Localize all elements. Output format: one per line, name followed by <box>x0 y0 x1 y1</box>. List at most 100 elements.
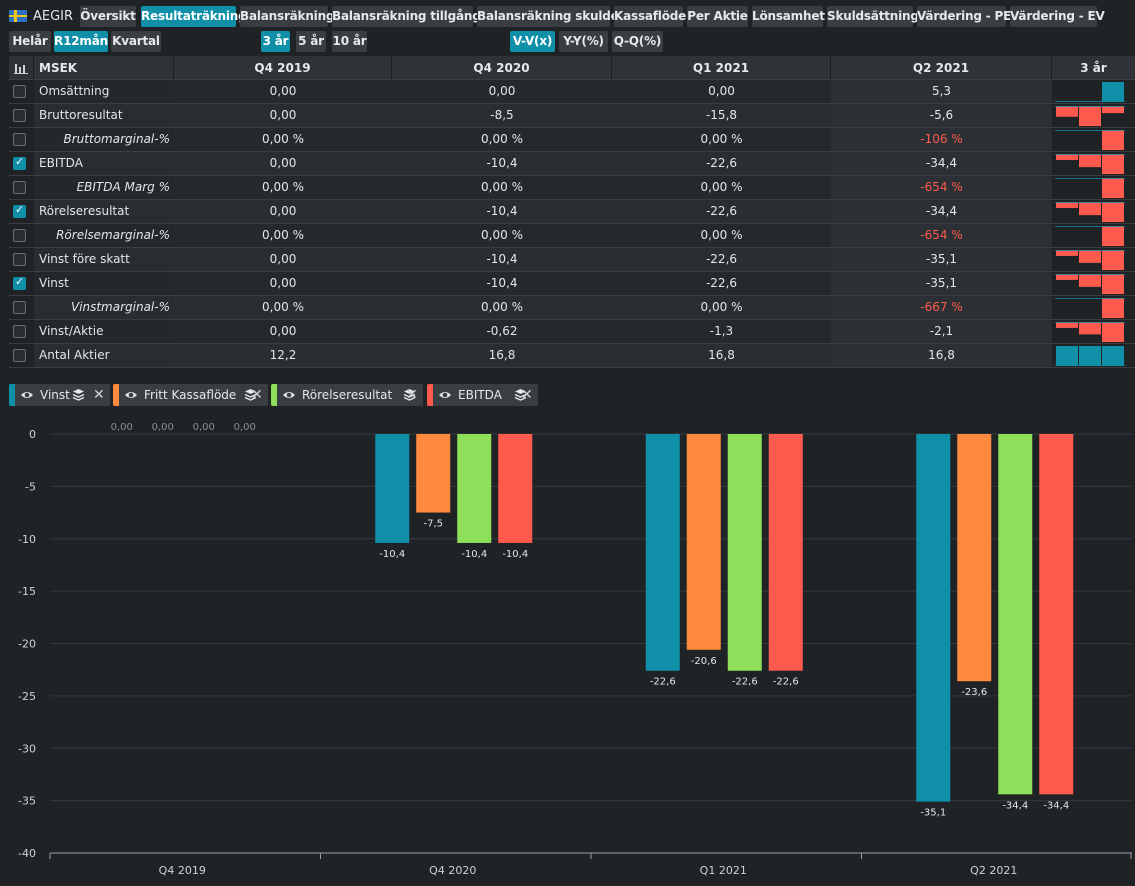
spark-bar <box>1102 346 1124 366</box>
row-checkbox[interactable] <box>13 229 26 242</box>
cell-value: 0,00 % <box>392 128 612 151</box>
bar-data-label: -10,4 <box>461 549 487 560</box>
row-checkbox[interactable] <box>13 301 26 314</box>
layers-icon[interactable] <box>72 388 85 401</box>
tab-6[interactable]: Per Aktie <box>687 6 748 27</box>
row-label: Bruttoresultat <box>34 104 174 127</box>
period-button-1[interactable]: R12mån <box>54 31 108 52</box>
bar-ebitda[interactable] <box>768 434 803 671</box>
tab-0[interactable]: Översikt <box>80 6 136 27</box>
cell-value: -106 % <box>831 128 1052 151</box>
bar-rörelseresultat[interactable] <box>727 434 762 671</box>
layers-icon[interactable] <box>514 388 527 401</box>
row-checkbox[interactable] <box>13 203 26 218</box>
bar-data-label: -7,5 <box>423 519 443 530</box>
change-button-1[interactable]: Y-Y(%) <box>559 31 608 52</box>
bar-ebitda[interactable] <box>1039 434 1074 795</box>
row-checkbox[interactable] <box>13 85 26 98</box>
cell-value: -10,4 <box>392 200 612 223</box>
bar-ebitda[interactable] <box>498 434 533 543</box>
row-checkbox[interactable] <box>13 133 26 146</box>
row-checkbox[interactable] <box>13 275 26 290</box>
bar-fritt-kassaflöde[interactable] <box>416 434 451 513</box>
tab-5[interactable]: Kassaflöde <box>614 6 686 27</box>
cell-value: -10,4 <box>392 152 612 175</box>
eye-icon[interactable] <box>20 388 34 402</box>
period-button-0[interactable]: Helår <box>9 31 51 52</box>
spark-bar <box>1102 250 1124 270</box>
table-row: Bruttoresultat 0,00 -8,5 -15,8 -5,6 <box>9 104 1135 128</box>
tab-2[interactable]: Balansräkning <box>240 6 335 27</box>
row-checkbox[interactable] <box>13 253 26 266</box>
tab-3[interactable]: Balansräkning tillgångar <box>332 6 494 27</box>
row-checkbox[interactable] <box>13 181 26 194</box>
bar-rörelseresultat[interactable] <box>998 434 1033 795</box>
row-checkbox[interactable] <box>13 155 26 170</box>
cell-value: 0,00 % <box>392 296 612 319</box>
legend-label: EBITDA <box>458 388 502 402</box>
eye-icon[interactable] <box>282 388 296 402</box>
spark-bar <box>1056 274 1078 280</box>
eye-icon[interactable] <box>438 388 452 402</box>
table-row: EBITDA Marg % 0,00 % 0,00 % 0,00 % -654 % <box>9 176 1135 200</box>
table-header: MSEK Q4 2019 Q4 2020 Q1 2021 Q2 2021 3 å… <box>9 56 1135 80</box>
bar-vinst[interactable] <box>375 434 410 543</box>
row-label: Vinst/Aktie <box>34 320 174 343</box>
spark-bar <box>1056 154 1078 161</box>
legend-chip[interactable]: EBITDA ✕ <box>427 384 538 406</box>
y-tick-label: -10 <box>18 533 36 546</box>
spark-bar <box>1102 178 1124 198</box>
remove-series-icon[interactable]: ✕ <box>93 387 105 403</box>
tab-1[interactable]: Resultaträkning <box>141 6 247 27</box>
bar-data-label: -22,6 <box>773 677 799 688</box>
row-checkbox[interactable] <box>13 109 26 122</box>
column-header[interactable]: Q4 2019 <box>174 56 392 80</box>
row-checkbox[interactable] <box>13 325 26 338</box>
layers-icon[interactable] <box>403 388 416 401</box>
unit-header: MSEK <box>34 56 174 80</box>
bar-vinst[interactable] <box>645 434 680 671</box>
column-header[interactable]: Q1 2021 <box>612 56 831 80</box>
cell-value: -22,6 <box>612 248 831 271</box>
remove-series-icon[interactable]: ✕ <box>251 387 263 403</box>
chart-toggle-icon[interactable] <box>9 56 34 80</box>
tab-7[interactable]: Lönsamhet <box>752 6 825 27</box>
range-button-2[interactable]: 10 år <box>332 31 367 52</box>
eye-icon[interactable] <box>124 388 138 402</box>
column-header[interactable]: Q4 2020 <box>392 56 612 80</box>
bar-fritt-kassaflöde[interactable] <box>957 434 992 682</box>
remove-series-icon[interactable]: ✕ <box>521 387 533 403</box>
cell-value: -15,8 <box>612 104 831 127</box>
tab-4[interactable]: Balansräkning skulder <box>477 6 625 27</box>
range-button-0[interactable]: 3 år <box>261 31 290 52</box>
layers-icon[interactable] <box>244 388 257 401</box>
spark-bar <box>1079 250 1101 263</box>
bar-fritt-kassaflöde[interactable] <box>686 434 721 650</box>
change-button-0[interactable]: V-V(x) <box>510 31 555 52</box>
tab-9[interactable]: Värdering - PE <box>917 6 1011 27</box>
change-button-2[interactable]: Q-Q(%) <box>612 31 663 52</box>
tab-10[interactable]: Värdering - EV <box>1010 6 1105 27</box>
bar-rörelseresultat[interactable] <box>457 434 492 543</box>
remove-series-icon[interactable]: ✕ <box>406 387 418 403</box>
bar-vinst[interactable] <box>916 434 951 802</box>
sparkline <box>1055 226 1125 246</box>
legend-chip[interactable]: Vinst ✕ <box>9 384 110 406</box>
column-header[interactable]: Q2 2021 <box>831 56 1052 80</box>
bar-data-label: -22,6 <box>650 677 676 688</box>
legend-chip[interactable]: Rörelseresultat ✕ <box>271 384 423 406</box>
cell-value: 0,00 <box>612 80 831 103</box>
tab-8[interactable]: Skuldsättning <box>827 6 919 27</box>
range-button-1[interactable]: 5 år <box>296 31 326 52</box>
x-tick-label: Q4 2019 <box>159 864 206 877</box>
spark-bar <box>1079 346 1101 366</box>
cell-value: 16,8 <box>831 344 1052 367</box>
legend-chip[interactable]: Fritt Kassaflöde ✕ <box>113 384 268 406</box>
period-button-2[interactable]: Kvartal <box>111 31 161 52</box>
row-label: Rörelsemarginal-% <box>34 224 174 247</box>
x-tick-label: Q4 2020 <box>429 864 476 877</box>
cell-value: 0,00 % <box>174 224 392 247</box>
spark-header: 3 år <box>1080 61 1107 75</box>
cell-value: 0,00 % <box>612 176 831 199</box>
row-checkbox[interactable] <box>13 349 26 362</box>
